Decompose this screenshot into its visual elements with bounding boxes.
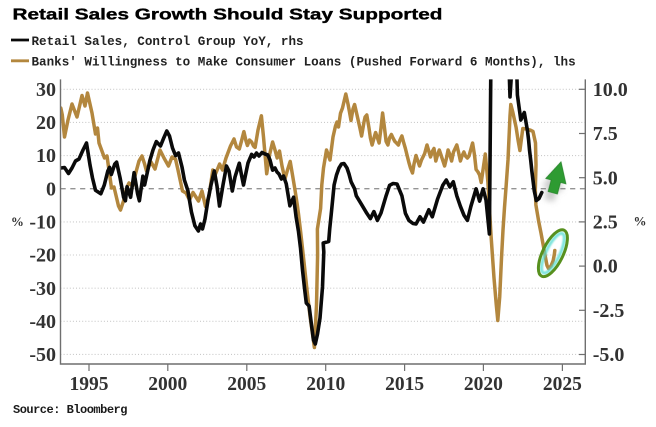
svg-text:20: 20 xyxy=(36,112,56,134)
svg-text:10.0: 10.0 xyxy=(593,79,628,101)
svg-text:0: 0 xyxy=(46,178,56,200)
svg-text:2000: 2000 xyxy=(148,374,187,395)
svg-text:0.0: 0.0 xyxy=(593,256,618,278)
svg-text:30: 30 xyxy=(36,79,56,101)
svg-text:-10: -10 xyxy=(29,212,56,234)
svg-text:-50: -50 xyxy=(29,344,56,366)
svg-text:-20: -20 xyxy=(29,245,56,267)
svg-text:5.0: 5.0 xyxy=(593,167,618,189)
svg-text:Banks' Willingness to Make Con: Banks' Willingness to Make Consumer Loan… xyxy=(32,56,576,70)
svg-text:7.5: 7.5 xyxy=(593,123,618,145)
svg-text:2.5: 2.5 xyxy=(593,212,618,234)
svg-text:2020: 2020 xyxy=(464,374,503,395)
svg-text:Retail Sales, Control Group Yo: Retail Sales, Control Group YoY, rhs xyxy=(32,35,304,49)
svg-text:-30: -30 xyxy=(29,278,56,300)
svg-text:-2.5: -2.5 xyxy=(593,300,625,322)
svg-text:2005: 2005 xyxy=(227,374,266,395)
svg-text:10: 10 xyxy=(36,145,56,167)
svg-text:2025: 2025 xyxy=(543,374,582,395)
svg-text:%: % xyxy=(11,214,24,229)
svg-text:1995: 1995 xyxy=(70,374,109,395)
svg-text:2010: 2010 xyxy=(306,374,345,395)
svg-text:%: % xyxy=(634,214,647,229)
svg-text:2015: 2015 xyxy=(385,374,424,395)
svg-text:Source: Bloomberg: Source: Bloomberg xyxy=(13,403,127,417)
svg-text:-40: -40 xyxy=(29,311,56,333)
svg-text:-5.0: -5.0 xyxy=(593,344,625,366)
svg-text:Retail Sales Growth Should Sta: Retail Sales Growth Should Stay Supporte… xyxy=(13,7,443,24)
